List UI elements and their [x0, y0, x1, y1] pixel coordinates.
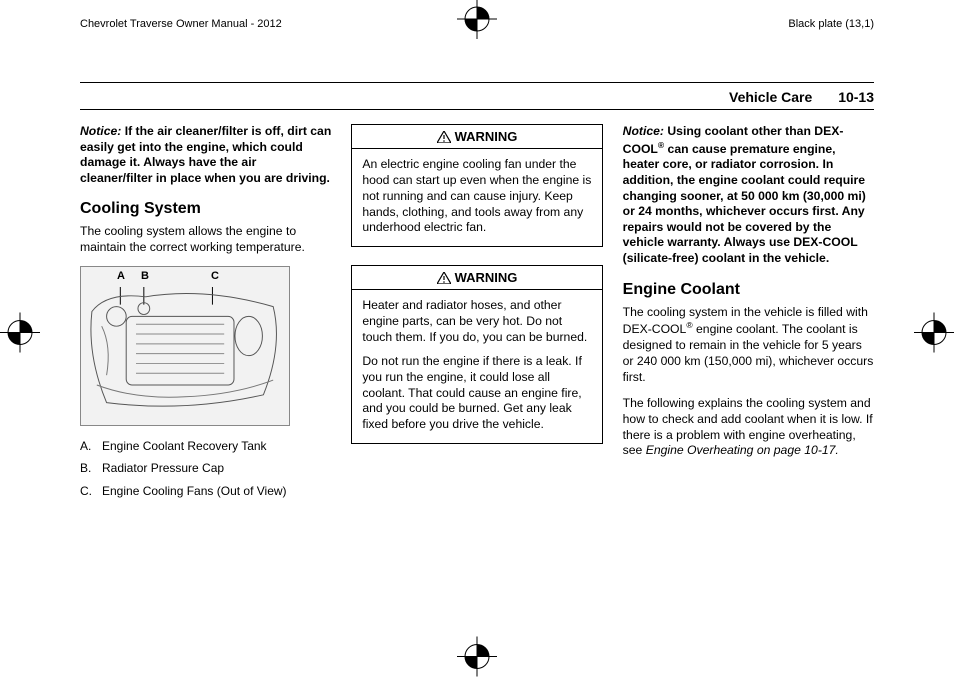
warning-icon [437, 131, 451, 143]
page-number: 10-13 [838, 89, 874, 105]
coolant-para-2: The following explains the cooling syste… [623, 396, 874, 459]
under-rule [80, 109, 874, 110]
warning-box-1: WARNING An electric engine cooling fan u… [351, 124, 602, 247]
figure-legend: A. Engine Coolant Recovery Tank B. Radia… [80, 438, 331, 499]
heading-engine-coolant: Engine Coolant [623, 281, 874, 299]
warning-icon [437, 272, 451, 284]
cooling-intro: The cooling system allows the engine to … [80, 224, 331, 256]
notice-label: Notice: [623, 124, 664, 138]
crop-mark-left [0, 313, 40, 356]
column-1: Notice: If the air cleaner/filter is off… [80, 124, 331, 505]
warning-text-1: Heater and radiator hoses, and other eng… [362, 298, 591, 346]
warning-body: Heater and radiator hoses, and other eng… [352, 290, 601, 443]
crop-mark-bottom [457, 637, 497, 680]
heading-cooling-system: Cooling System [80, 200, 331, 218]
warning-text: An electric engine cooling fan under the… [362, 157, 591, 236]
warning-text-2: Do not run the engine if there is a leak… [362, 354, 591, 433]
warning-header: WARNING [352, 125, 601, 149]
section-title: Vehicle Care [729, 89, 812, 105]
engine-illustration [87, 287, 283, 414]
top-rule [80, 82, 874, 83]
legend-letter: A. [80, 438, 102, 454]
notice-paragraph: Notice: Using coolant other than DEX-COO… [623, 124, 874, 267]
cross-ref: Engine Overheating on page 10-17. [646, 443, 839, 457]
notice-paragraph: Notice: If the air cleaner/filter is off… [80, 124, 331, 186]
notice-label: Notice: [80, 124, 121, 138]
figure-label-b: B [141, 270, 149, 282]
column-3: Notice: Using coolant other than DEX-COO… [623, 124, 874, 505]
header-right: Black plate (13,1) [788, 18, 874, 30]
figure-label-c: C [211, 270, 219, 282]
legend-letter: B. [80, 460, 102, 476]
notice-text-b: can cause premature engine, heater core,… [623, 142, 866, 265]
warning-box-2: WARNING Heater and radiator hoses, and o… [351, 265, 602, 444]
crop-mark-top [457, 0, 497, 39]
column-2: WARNING An electric engine cooling fan u… [351, 124, 602, 505]
legend-text: Radiator Pressure Cap [102, 460, 224, 476]
header-left: Chevrolet Traverse Owner Manual - 2012 [80, 18, 282, 30]
warning-label: WARNING [455, 270, 518, 285]
page: Chevrolet Traverse Owner Manual - 2012 B… [0, 0, 954, 525]
legend-item: C. Engine Cooling Fans (Out of View) [80, 483, 331, 499]
section-header: Vehicle Care 10-13 [80, 89, 874, 105]
warning-body: An electric engine cooling fan under the… [352, 149, 601, 246]
content-columns: Notice: If the air cleaner/filter is off… [80, 124, 874, 505]
crop-mark-right [914, 313, 954, 356]
warning-label: WARNING [455, 129, 518, 144]
coolant-para-1: The cooling system in the vehicle is fil… [623, 305, 874, 386]
legend-letter: C. [80, 483, 102, 499]
engine-figure: A B C [80, 266, 290, 426]
legend-item: A. Engine Coolant Recovery Tank [80, 438, 331, 454]
figure-label-a: A [117, 270, 125, 282]
legend-text: Engine Cooling Fans (Out of View) [102, 483, 287, 499]
legend-text: Engine Coolant Recovery Tank [102, 438, 267, 454]
warning-header: WARNING [352, 266, 601, 290]
legend-item: B. Radiator Pressure Cap [80, 460, 331, 476]
